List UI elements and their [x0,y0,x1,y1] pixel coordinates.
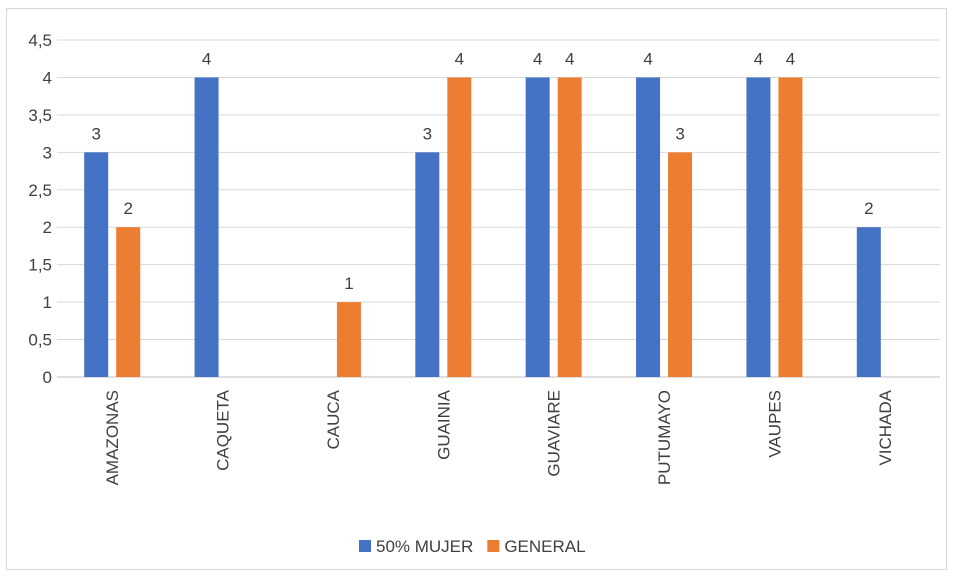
x-category-label: VAUPES [765,390,784,458]
data-label: 2 [123,199,132,218]
legend: 50% MUJER GENERAL [359,537,586,556]
bar-vaupes-series-1 [746,77,770,377]
y-tick-label: 4,5 [28,31,52,50]
data-label: 3 [423,124,432,143]
data-label: 4 [533,49,542,68]
bar-putumayo-series-2 [668,152,692,377]
x-category-label: GUAINIA [434,389,453,460]
bar-guaviare-series-1 [526,77,550,377]
y-tick-label: 1 [43,293,52,312]
x-category-label: PUTUMAYO [655,390,674,485]
x-category-label: CAUCA [324,389,343,449]
data-label: 4 [455,49,464,68]
y-tick-label: 0,5 [28,331,52,350]
bar-guaviare-series-2 [558,77,582,377]
gridlines [57,40,940,377]
data-label: 4 [786,49,795,68]
bar-amazonas-series-1 [84,152,108,377]
data-label: 3 [91,124,100,143]
bar-guainia-series-2 [447,77,471,377]
data-label: 1 [344,274,353,293]
data-label: 4 [643,49,652,68]
y-axis-ticks: 0 0,5 1 1,5 2 2,5 3 3,5 4 4,5 [28,31,52,387]
data-label: 4 [202,49,211,68]
bar-cauca-series-2 [337,302,361,377]
y-tick-label: 2,5 [28,181,52,200]
bar-caqueta-series-1 [195,77,219,377]
y-tick-label: 0 [43,368,52,387]
data-label: 4 [754,49,763,68]
bar-guainia-series-1 [415,152,439,377]
y-tick-label: 3,5 [28,106,52,125]
bar-vaupes-series-2 [778,77,802,377]
legend-label: GENERAL [504,537,585,556]
x-category-label: VICHADA [876,389,895,465]
data-label: 4 [565,49,574,68]
x-category-label: AMAZONAS [103,390,122,485]
x-axis-categories: AMAZONAS CAQUETA CAUCA GUAINIA GUAVIARE PUTUM… [103,389,895,485]
y-tick-label: 3 [43,143,52,162]
data-label: 3 [675,124,684,143]
y-tick-label: 4 [43,68,52,87]
bar-amazonas-series-2 [116,227,140,377]
legend-label: 50% MUJER [376,537,473,556]
x-category-label: CAQUETA [214,389,233,471]
y-tick-label: 1,5 [28,256,52,275]
legend-swatch [487,540,499,552]
bar-vichada-series-1 [857,227,881,377]
legend-swatch [359,540,371,552]
x-category-label: GUAVIARE [545,390,564,477]
y-tick-label: 2 [43,218,52,237]
bar-putumayo-series-1 [636,77,660,377]
data-label: 2 [864,199,873,218]
